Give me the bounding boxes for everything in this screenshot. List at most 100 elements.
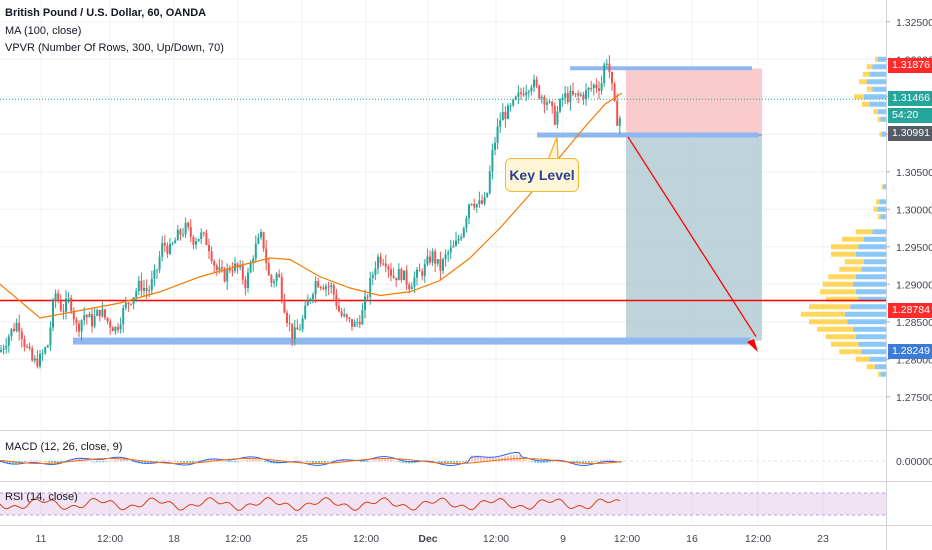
y-tick-label: 1.30000 [896,204,932,216]
vp-row-up [861,266,886,272]
macd-histogram-bar [513,454,515,462]
macd-histogram-bar [45,461,47,462]
vp-row-down [866,64,873,70]
candle-body [10,328,13,337]
macd-histogram-bar [375,460,377,462]
candle-body [195,241,197,245]
macd-histogram-bar [294,460,296,462]
candle-body [104,309,106,318]
y-tick-label: 1.27500 [896,392,932,404]
candle-body [345,314,348,318]
candle-body [280,277,283,300]
macd-histogram-bar [225,461,227,462]
candle-body [158,256,161,270]
candle-body [260,232,262,238]
candle-body [436,259,439,264]
candle-body [603,64,606,84]
x-tick-label: 12:00 [353,533,379,545]
macd-histogram-bar [477,455,479,462]
candle-body [208,245,210,252]
macd-histogram-bar [174,461,176,462]
macd-histogram-bar [405,461,407,464]
candle-body [288,323,291,325]
key-level-callout[interactable]: Key Level [505,158,579,192]
candle-body [504,111,507,119]
vp-row-up [869,101,886,107]
candle-body [551,101,554,107]
candle-body [486,192,489,197]
candle-body [496,126,499,143]
vp-row-down [875,56,878,62]
macd-histogram-bar [54,461,56,463]
y-tick-label: 1.29500 [896,242,932,254]
macd-histogram-bar [549,461,551,463]
candle-body [478,200,481,205]
vp-row-down [855,356,870,362]
candle-body [270,275,273,283]
macd-histogram-bar [111,460,113,462]
candle-body [143,288,145,291]
candle-body [244,279,247,289]
vp-row-up [844,311,886,317]
vp-row-down [879,131,882,137]
candle-body [410,286,413,290]
candle-body [416,269,418,278]
candle-body [387,266,390,270]
macd-histogram-bar [126,460,128,462]
vp-row-down [859,79,867,85]
candle-body [494,142,496,150]
candle-body [590,87,593,89]
candle-body [611,71,613,84]
candle-body [119,324,122,330]
candle-body [587,87,590,91]
macd-histogram-bar [348,459,350,462]
macd-histogram-bar [123,459,125,462]
macd-histogram-bar [249,459,251,462]
candle-body [369,278,372,297]
candle-body [592,84,595,89]
candle-body [507,105,509,119]
x-tick-label: 12:00 [225,533,251,545]
candle-body [585,90,587,100]
vp-row-down [822,281,853,287]
vp-row-up [869,71,886,77]
candle-body [559,99,561,112]
candle-body [442,259,444,271]
macd-histogram-bar [210,458,212,462]
candle-body [221,267,223,269]
macd-histogram-bar [234,461,236,463]
candle-body [371,274,374,279]
candle-body [348,317,351,320]
macd-histogram-bar [141,461,143,464]
candle-body [301,318,304,330]
macd-histogram-bar [129,460,131,462]
macd-histogram-bar [165,460,167,462]
vp-row-up [880,371,886,377]
y-tick-label: 1.32500 [896,17,932,29]
candle-body [135,291,138,298]
vp-row-up [855,251,886,257]
vp-row-down [809,319,848,325]
macd-histogram-bar [390,459,392,462]
macd-histogram-bar [240,460,242,462]
candle-body [525,92,528,96]
vp-row-down [831,251,856,257]
candle-body [39,354,41,367]
vp-row-up [872,86,886,92]
vp-row-up [855,274,886,280]
vp-row-down [866,364,875,370]
macd-histogram-bar [270,461,272,464]
macd-histogram-bar [600,459,602,462]
candle-body [358,322,361,325]
macd-histogram-bar [585,461,587,464]
vp-row-up [864,259,886,265]
candle-body [171,243,174,245]
vp-row-down [876,199,880,205]
macd-histogram-bar [540,461,542,464]
candle-body [392,275,395,278]
candle-body [439,259,442,271]
candle-body [111,327,114,332]
rsi-band [0,493,886,515]
candle-body [122,308,125,325]
